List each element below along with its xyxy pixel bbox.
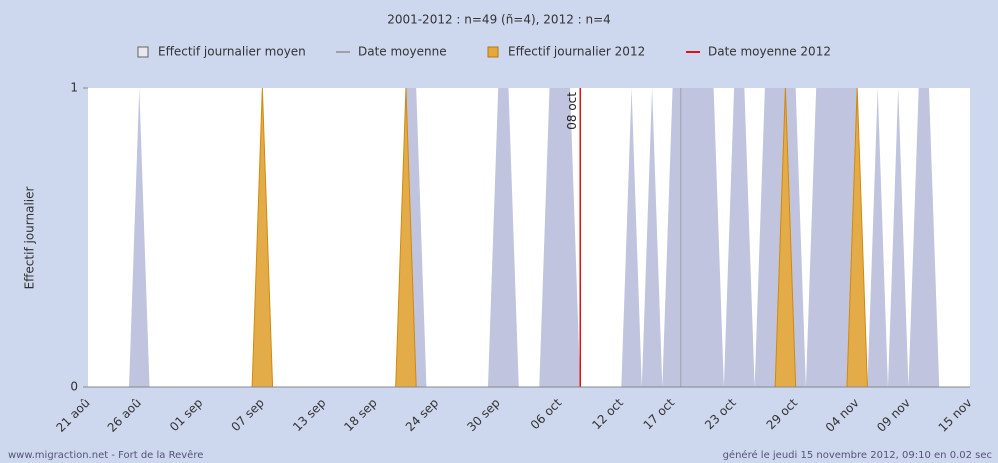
- legend-label: Effectif journalier moyen: [158, 45, 306, 59]
- legend-label: Date moyenne 2012: [708, 45, 831, 59]
- area: [88, 88, 970, 387]
- footer-left: www.migraction.net - Fort de la Revêre: [8, 449, 203, 461]
- y-tick-label: 1: [70, 81, 78, 95]
- y-axis-label: Effectif journalier: [23, 187, 37, 290]
- y-tick-label: 0: [70, 380, 78, 394]
- legend-label: Date moyenne: [358, 45, 447, 59]
- footer-right: généré le jeudi 15 novembre 2012, 09:10 …: [723, 449, 992, 461]
- legend-swatch: [487, 46, 499, 58]
- mean-date-label: 08 oct: [565, 92, 579, 130]
- legend-swatch: [137, 46, 149, 58]
- chart-title: 2001-2012 : n=49 (ñ=4), 2012 : n=4: [387, 13, 611, 27]
- legend-label: Effectif journalier 2012: [508, 45, 645, 59]
